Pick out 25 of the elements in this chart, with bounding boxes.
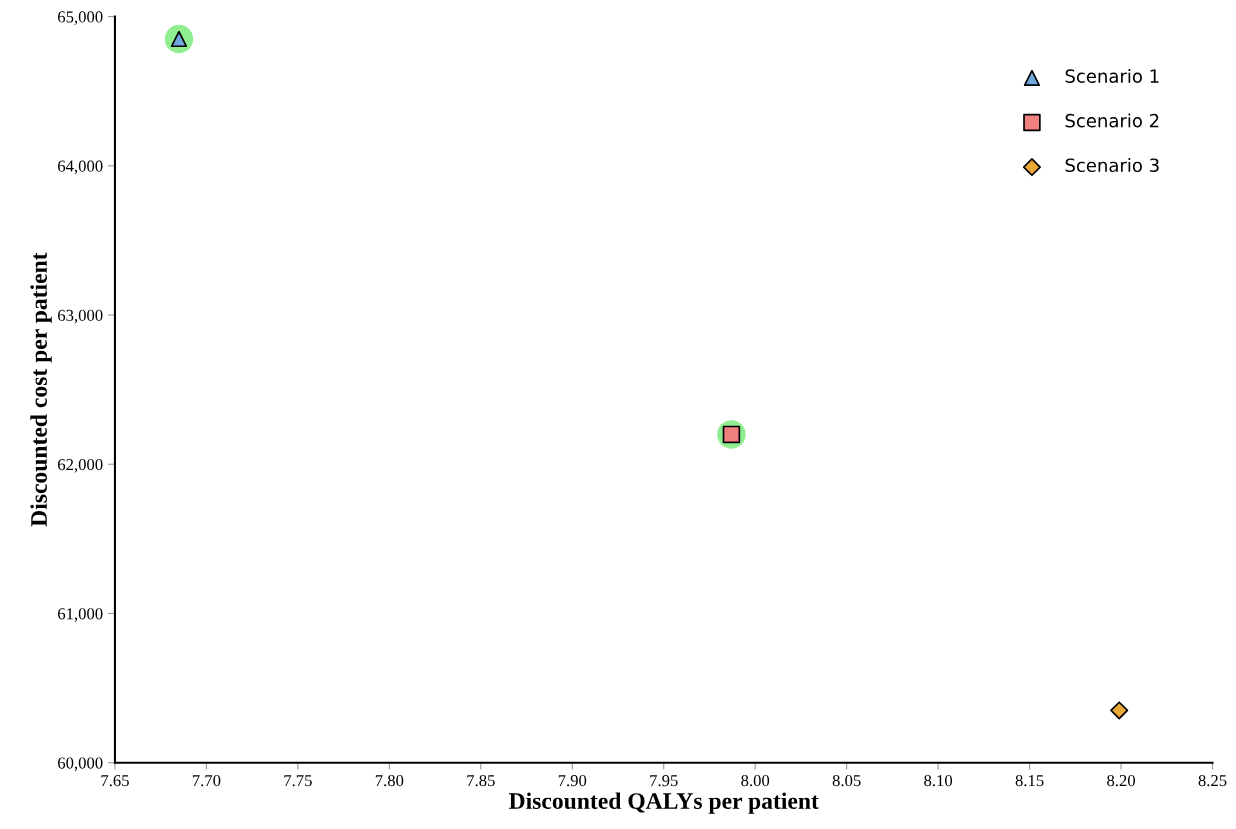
x-tick-label: 8.25 xyxy=(1198,774,1227,787)
x-tick-label: 7.70 xyxy=(192,774,221,787)
y-tick-label: 65,000 xyxy=(58,11,103,25)
x-tick-label: 7.75 xyxy=(284,775,312,787)
x-axis-title: Discounted QALYs per patient xyxy=(509,792,819,814)
x-tick-label: 8.05 xyxy=(832,774,861,787)
legend-label: Scenario 3 xyxy=(1065,158,1159,173)
x-tick-label: 7.80 xyxy=(375,774,404,787)
x-tick-label: 7.65 xyxy=(101,775,129,787)
y-tick-label: 61,000 xyxy=(58,608,103,622)
x-tick-label: 7.90 xyxy=(558,774,587,787)
x-tick-label: 7.85 xyxy=(467,774,495,787)
y-tick-label: 60,000 xyxy=(58,757,103,772)
x-tick-label: 8.00 xyxy=(741,774,770,787)
x-tick-label: 8.15 xyxy=(1015,774,1044,787)
y-axis-title: Discounted cost per patient xyxy=(30,252,52,527)
y-tick-label: 62,000 xyxy=(58,458,103,473)
point xyxy=(1110,701,1129,720)
legend-label: Scenario 1 xyxy=(1065,68,1159,83)
legend-label: Scenario 2 xyxy=(1065,113,1159,128)
x-tick-label: 8.20 xyxy=(1107,774,1135,787)
x-tick-label: 7.95 xyxy=(650,775,678,787)
y-tick-label: 64,000 xyxy=(58,160,103,175)
x-tick-label: 8.10 xyxy=(924,774,953,787)
y-tick-label: 63,000 xyxy=(58,309,103,324)
